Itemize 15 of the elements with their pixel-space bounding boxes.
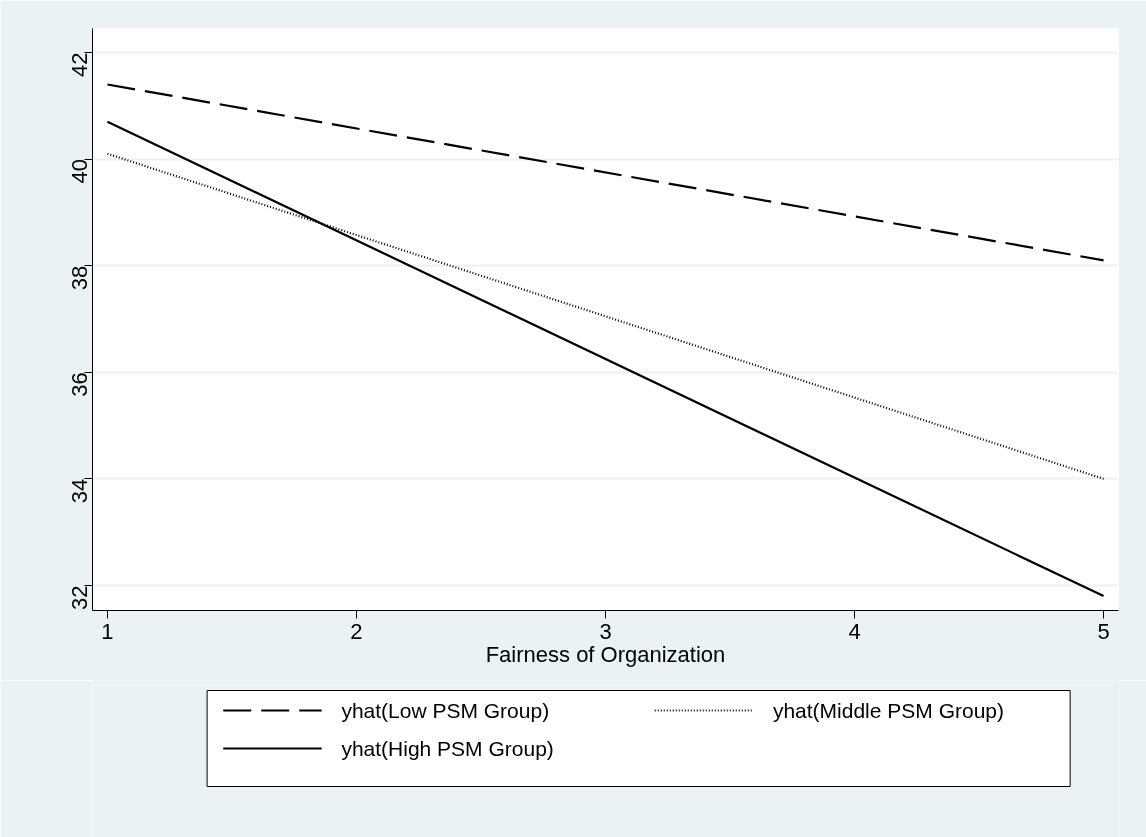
y-tick-label: 38 (67, 265, 92, 291)
legend-label: yhat(Low PSM Group) (341, 699, 550, 722)
legend-label: yhat(Middle PSM Group) (772, 699, 1005, 722)
x-axis-title: Fairness of Organization (485, 641, 726, 667)
x-tick-label: 2 (350, 618, 363, 644)
y-tick-label: 34 (67, 478, 92, 504)
y-tick-label: 36 (67, 372, 92, 397)
y-tick-label: 32 (67, 585, 92, 610)
y-tick-label: 42 (67, 52, 92, 77)
y-tick-label: 40 (67, 159, 92, 184)
x-tick-label: 3 (599, 618, 612, 644)
legend-label: yhat(High PSM Group) (341, 737, 554, 760)
x-tick-label: 4 (848, 618, 861, 644)
x-tick-label: 1 (101, 618, 114, 644)
x-tick-label: 5 (1097, 618, 1110, 644)
